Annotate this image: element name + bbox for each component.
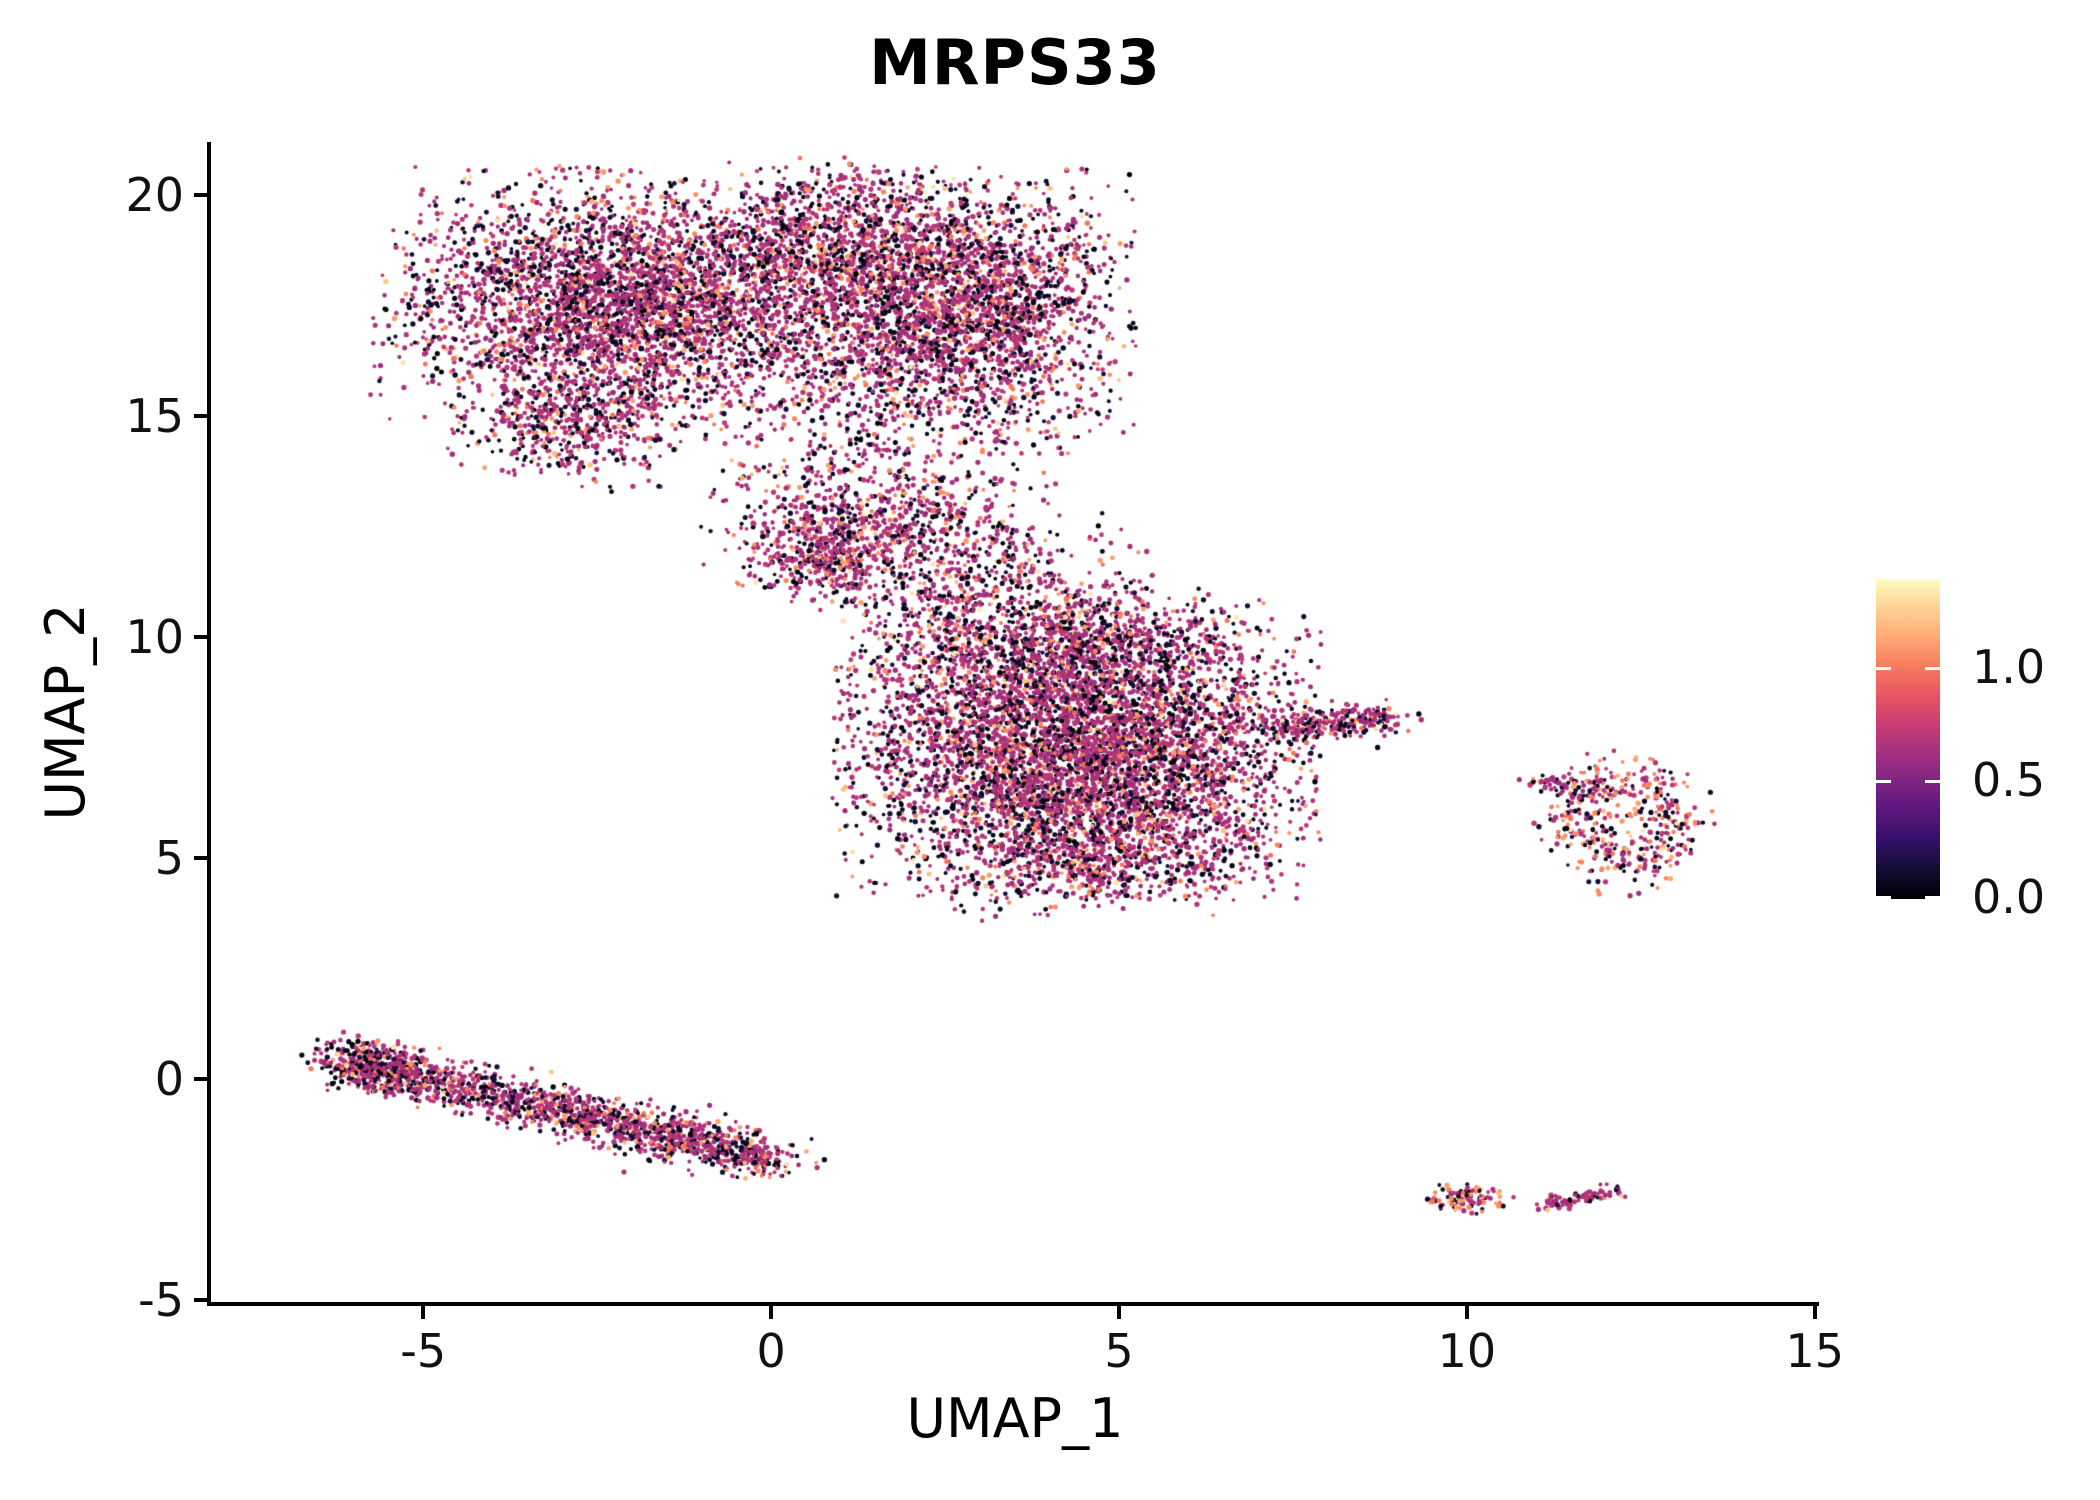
y-axis-line bbox=[207, 142, 211, 1306]
y-tick-label: 0 bbox=[154, 1051, 184, 1106]
x-tick-label: 5 bbox=[1104, 1324, 1134, 1378]
x-tick-mark bbox=[1812, 1306, 1817, 1319]
colorbar-tick-mark bbox=[1876, 779, 1891, 783]
colorbar-gradient bbox=[1876, 579, 1940, 899]
y-tick-label: -5 bbox=[138, 1272, 184, 1327]
x-tick-label: -5 bbox=[400, 1324, 447, 1378]
x-tick-label: 15 bbox=[1785, 1324, 1845, 1378]
colorbar-tick-label: 0.0 bbox=[1972, 870, 2046, 925]
colorbar-tick-mark bbox=[1876, 895, 1891, 899]
y-tick-mark bbox=[194, 634, 207, 639]
y-tick-mark bbox=[194, 193, 207, 198]
y-axis-label: UMAP_2 bbox=[34, 603, 97, 821]
x-tick-label: 10 bbox=[1437, 1324, 1497, 1378]
colorbar-tick-mark bbox=[1925, 895, 1940, 899]
x-tick-mark bbox=[421, 1306, 426, 1319]
x-tick-mark bbox=[769, 1306, 774, 1319]
colorbar-tick-mark bbox=[1925, 779, 1940, 783]
x-axis-label: UMAP_1 bbox=[906, 1387, 1124, 1450]
x-tick-label: 0 bbox=[756, 1324, 786, 1378]
y-tick-mark bbox=[194, 1297, 207, 1302]
y-tick-label: 20 bbox=[125, 168, 184, 223]
x-tick-mark bbox=[1117, 1306, 1122, 1319]
colorbar-tick-label: 0.5 bbox=[1972, 752, 2046, 807]
y-tick-label: 15 bbox=[125, 389, 184, 444]
x-axis-line bbox=[207, 1302, 1819, 1306]
umap-scatter-canvas bbox=[211, 135, 1819, 1306]
colorbar-tick-label: 1.0 bbox=[1972, 640, 2046, 694]
y-tick-mark bbox=[194, 1076, 207, 1081]
chart-title: MRPS33 bbox=[869, 26, 1161, 99]
y-tick-mark bbox=[194, 414, 207, 419]
y-tick-mark bbox=[194, 855, 207, 860]
colorbar-tick-mark bbox=[1876, 667, 1891, 670]
y-tick-label: 5 bbox=[154, 830, 184, 885]
y-tick-label: 10 bbox=[125, 609, 184, 664]
x-tick-mark bbox=[1464, 1306, 1469, 1319]
colorbar-tick-mark bbox=[1925, 667, 1940, 670]
